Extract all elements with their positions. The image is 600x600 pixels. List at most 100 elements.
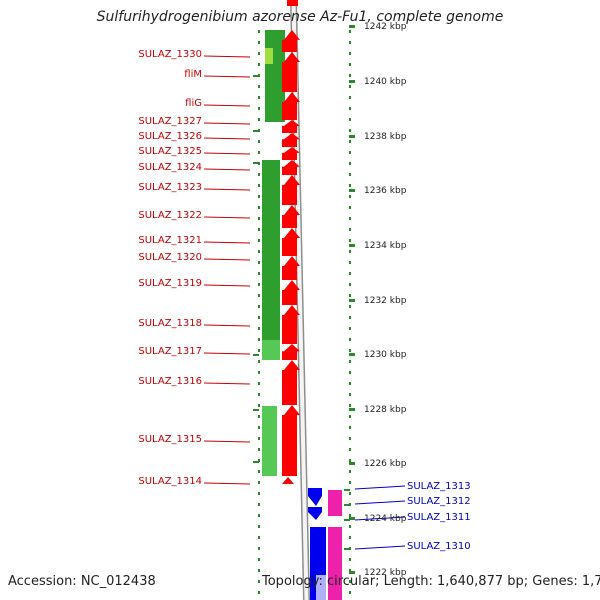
right-tick-dot <box>349 481 351 484</box>
scale-tick <box>349 80 355 83</box>
left-tick-dot <box>258 316 260 319</box>
forward-gene-arrow <box>282 52 300 92</box>
right-tick-dot <box>349 382 351 385</box>
gene-label: SULAZ_1330 <box>138 49 202 60</box>
left-tick-dot <box>258 514 260 517</box>
reverse-gene-arrow <box>316 575 326 600</box>
right-tick-dot <box>349 514 351 517</box>
scale-tick <box>349 189 355 192</box>
left-tick-dot <box>258 250 260 253</box>
gene-label: SULAZ_1325 <box>138 146 202 157</box>
right-tick-dot <box>349 184 351 187</box>
gene-label-leader <box>354 500 406 505</box>
right-tick-dot <box>349 30 351 33</box>
left-tick-dot <box>258 558 260 561</box>
gene-label-leader <box>203 482 251 485</box>
gene-label-leader <box>354 485 406 490</box>
left-tick-dot <box>258 360 260 363</box>
scale-tick-label: 1238 kbp <box>364 132 407 142</box>
gene-label: SULAZ_1322 <box>138 210 202 221</box>
tick-dash <box>253 354 259 356</box>
tick-dash <box>344 504 350 506</box>
gene-label: SULAZ_1316 <box>138 376 202 387</box>
right-tick-dot <box>349 239 351 242</box>
scale-tick-label: 1230 kbp <box>364 350 407 360</box>
scale-tick <box>349 25 355 28</box>
forward-gene-arrow <box>282 344 300 360</box>
gene-label: SULAZ_1315 <box>138 434 202 445</box>
forward-gene-arrow <box>282 477 294 484</box>
right-tick-dot <box>349 437 351 440</box>
gene-label: SULAZ_1317 <box>138 346 202 357</box>
left-tick-dot <box>258 327 260 330</box>
gene-label: SULAZ_1311 <box>407 512 471 523</box>
left-tick-dot <box>258 41 260 44</box>
left-tick-dot <box>258 437 260 440</box>
left-tick-dot <box>258 393 260 396</box>
gene-label-leader <box>203 55 251 58</box>
gene-label-leader <box>203 216 251 219</box>
forward-gene-arrow <box>282 147 300 160</box>
right-tick-dot <box>349 316 351 319</box>
left-tick-dot <box>258 96 260 99</box>
forward-gene-arrow <box>282 160 300 175</box>
left-tick-dot <box>258 195 260 198</box>
gene-label: SULAZ_1326 <box>138 131 202 142</box>
right-tick-dot <box>349 338 351 341</box>
right-tick-dot <box>349 294 351 297</box>
right-tick-dot <box>349 63 351 66</box>
scale-tick <box>349 299 355 302</box>
gene-label-leader <box>203 152 251 155</box>
left-tick-dot <box>258 261 260 264</box>
forward-gene-arrow <box>282 256 300 280</box>
gene-label-leader <box>203 258 251 261</box>
left-tick-dot <box>258 481 260 484</box>
forward-gene-arrow <box>282 30 300 52</box>
left-tick-dot <box>258 448 260 451</box>
gene-label: SULAZ_1314 <box>138 476 202 487</box>
right-tick-dot <box>349 129 351 132</box>
left-tick-dot <box>258 52 260 55</box>
left-tick-dot <box>258 283 260 286</box>
scale-tick <box>349 408 355 411</box>
forward-gene-arrow <box>282 305 300 344</box>
left-tick-dot <box>258 151 260 154</box>
right-tick-dot <box>349 536 351 539</box>
forward-gene-arrow <box>282 133 300 147</box>
gene-label: SULAZ_1323 <box>138 182 202 193</box>
scale-tick-label: 1240 kbp <box>364 77 407 87</box>
right-tick-dot <box>349 283 351 286</box>
right-tick-dot <box>349 85 351 88</box>
forward-gene-arrow <box>282 120 300 133</box>
tick-dash <box>344 489 350 491</box>
left-tick-dot <box>258 426 260 429</box>
right-tick-dot <box>349 525 351 528</box>
forward-gene-arrow <box>282 360 300 405</box>
right-tick-dot <box>349 206 351 209</box>
topology-text: Topology: circular; Length: 1,640,877 bp… <box>262 574 600 589</box>
right-tick-dot <box>349 217 351 220</box>
green-feature-block <box>262 340 280 360</box>
right-tick-dot <box>349 195 351 198</box>
left-tick-dot <box>258 338 260 341</box>
right-tick-dot <box>349 140 351 143</box>
left-tick-dot <box>258 404 260 407</box>
right-tick-dot <box>349 327 351 330</box>
left-tick-dot <box>258 569 260 572</box>
forward-gene-arrow <box>282 405 300 476</box>
forward-gene-arrow <box>282 175 300 205</box>
gene-label: SULAZ_1320 <box>138 252 202 263</box>
scale-tick-label: 1226 kbp <box>364 459 407 469</box>
left-tick-dot <box>258 382 260 385</box>
gene-label: SULAZ_1313 <box>407 481 471 492</box>
left-tick-dot <box>258 140 260 143</box>
left-tick-dot <box>258 503 260 506</box>
tick-dash <box>253 461 259 463</box>
right-tick-dot <box>349 360 351 363</box>
left-tick-dot <box>258 173 260 176</box>
left-tick-dot <box>258 459 260 462</box>
right-tick-dot <box>349 426 351 429</box>
left-tick-dot <box>258 184 260 187</box>
right-tick-dot <box>349 448 351 451</box>
